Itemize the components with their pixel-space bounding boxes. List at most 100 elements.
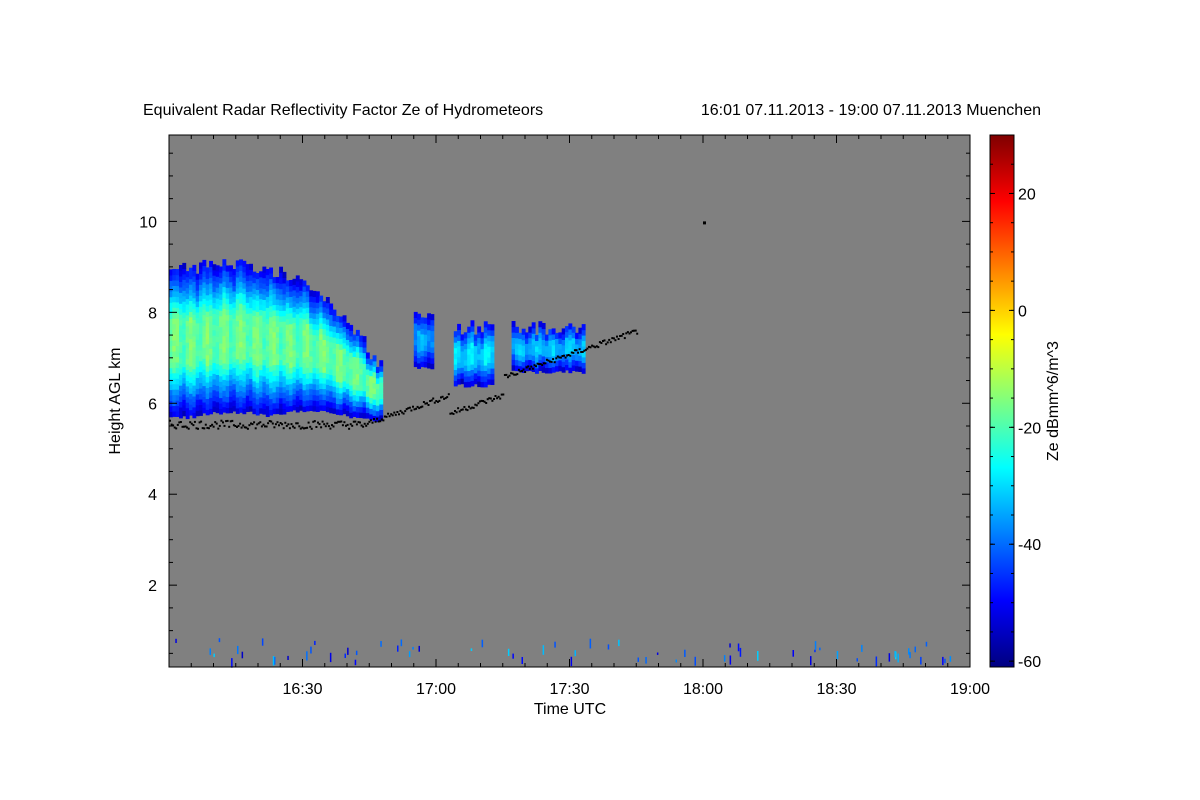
ze-cell bbox=[490, 357, 495, 364]
ze-cell bbox=[275, 277, 280, 284]
ze-cell bbox=[477, 370, 482, 377]
ze-cell bbox=[345, 383, 350, 390]
y-tick-label: 2 bbox=[148, 578, 157, 595]
ze-cell bbox=[185, 303, 190, 310]
y-tick-label: 8 bbox=[148, 305, 157, 322]
ze-cell bbox=[561, 344, 566, 351]
ze-cell bbox=[255, 278, 260, 285]
ze-cell bbox=[315, 307, 320, 314]
ze-cell bbox=[279, 365, 283, 372]
ze-cell bbox=[352, 394, 357, 401]
cloud-base-dot bbox=[555, 357, 558, 360]
ze-cell bbox=[205, 403, 210, 410]
ze-cell bbox=[457, 367, 461, 374]
ze-cell bbox=[342, 408, 347, 415]
ze-cell bbox=[470, 358, 475, 365]
cloud-base-dot bbox=[271, 422, 274, 425]
ze-cell bbox=[332, 347, 337, 354]
ze-cell bbox=[521, 361, 526, 368]
cloud-base-dot bbox=[242, 424, 245, 427]
ze-cell bbox=[295, 297, 300, 304]
ze-cell bbox=[548, 351, 553, 358]
ze-cell bbox=[202, 259, 207, 266]
ze-cell bbox=[232, 269, 237, 276]
ze-cell bbox=[262, 277, 267, 284]
ze-cell bbox=[209, 353, 213, 360]
ze-cell bbox=[379, 414, 384, 421]
ze-cell bbox=[329, 379, 334, 386]
ze-cell bbox=[365, 363, 370, 370]
ze-cell bbox=[362, 336, 367, 343]
ze-cell bbox=[487, 346, 492, 353]
ze-cell bbox=[245, 367, 250, 374]
cloud-base-dot bbox=[243, 426, 246, 429]
ze-cell bbox=[239, 286, 243, 293]
ze-cell bbox=[262, 353, 267, 360]
ze-cell bbox=[259, 304, 263, 311]
cloud-base-dot bbox=[450, 412, 453, 415]
ze-cell bbox=[269, 393, 273, 400]
ze-cell bbox=[914, 646, 916, 653]
ze-cell bbox=[275, 397, 280, 404]
ze-cell bbox=[272, 359, 277, 366]
ze-cell bbox=[372, 371, 377, 378]
ze-cell bbox=[275, 342, 280, 349]
ze-cell bbox=[245, 275, 250, 282]
cloud-base-dot bbox=[340, 420, 343, 423]
ze-cell bbox=[292, 366, 297, 373]
ze-cell bbox=[359, 406, 364, 413]
ze-cell bbox=[282, 299, 287, 306]
cloud-base-dot bbox=[295, 422, 298, 425]
ze-cell bbox=[179, 352, 183, 359]
ze-cell bbox=[222, 401, 227, 408]
cloud-base-dot bbox=[273, 426, 276, 429]
ze-cell bbox=[255, 382, 260, 389]
ze-cell bbox=[372, 398, 377, 405]
ze-cell bbox=[325, 297, 330, 304]
ze-cell bbox=[205, 305, 210, 312]
ze-cell bbox=[189, 311, 193, 318]
ze-cell bbox=[477, 348, 482, 355]
cloud-base-dot bbox=[310, 427, 313, 430]
ze-cell bbox=[355, 379, 360, 386]
ze-cell bbox=[282, 381, 287, 388]
ze-cell bbox=[252, 293, 257, 300]
ze-cell bbox=[568, 328, 573, 335]
ze-cell bbox=[473, 345, 478, 352]
ze-cell bbox=[571, 364, 576, 371]
cloud-base-dot bbox=[175, 427, 178, 430]
ze-cell bbox=[269, 278, 273, 285]
ze-cell bbox=[342, 359, 347, 366]
ze-cell bbox=[289, 323, 293, 330]
ze-cell bbox=[185, 402, 190, 409]
cloud-base-dot bbox=[176, 423, 179, 426]
ze-cell bbox=[325, 395, 330, 402]
ze-cell bbox=[292, 322, 297, 329]
ze-cell bbox=[199, 360, 203, 367]
ze-cell bbox=[525, 343, 529, 350]
ze-cell bbox=[558, 337, 563, 344]
cloud-base-dot bbox=[334, 421, 337, 424]
ze-cell bbox=[287, 655, 289, 660]
ze-cell bbox=[185, 325, 190, 332]
ze-cell bbox=[242, 337, 247, 344]
ze-cell bbox=[420, 328, 425, 335]
ze-cell bbox=[218, 638, 221, 643]
ze-cell bbox=[372, 382, 377, 389]
ze-cell bbox=[538, 364, 543, 371]
ze-cell bbox=[312, 345, 317, 352]
ze-cell bbox=[235, 331, 240, 338]
ze-cell bbox=[339, 321, 344, 328]
ze-cell bbox=[172, 329, 177, 336]
ze-cell bbox=[305, 301, 310, 308]
cloud-base-dot bbox=[236, 426, 238, 428]
ze-cell bbox=[302, 406, 307, 413]
ze-cell bbox=[202, 330, 207, 337]
ze-cell bbox=[272, 364, 277, 371]
ze-cell bbox=[312, 312, 317, 319]
ze-cell bbox=[515, 332, 519, 339]
cloud-base-dot bbox=[536, 362, 539, 365]
ze-cell bbox=[551, 339, 556, 346]
ze-cell bbox=[232, 279, 237, 286]
ze-cell bbox=[531, 327, 536, 334]
